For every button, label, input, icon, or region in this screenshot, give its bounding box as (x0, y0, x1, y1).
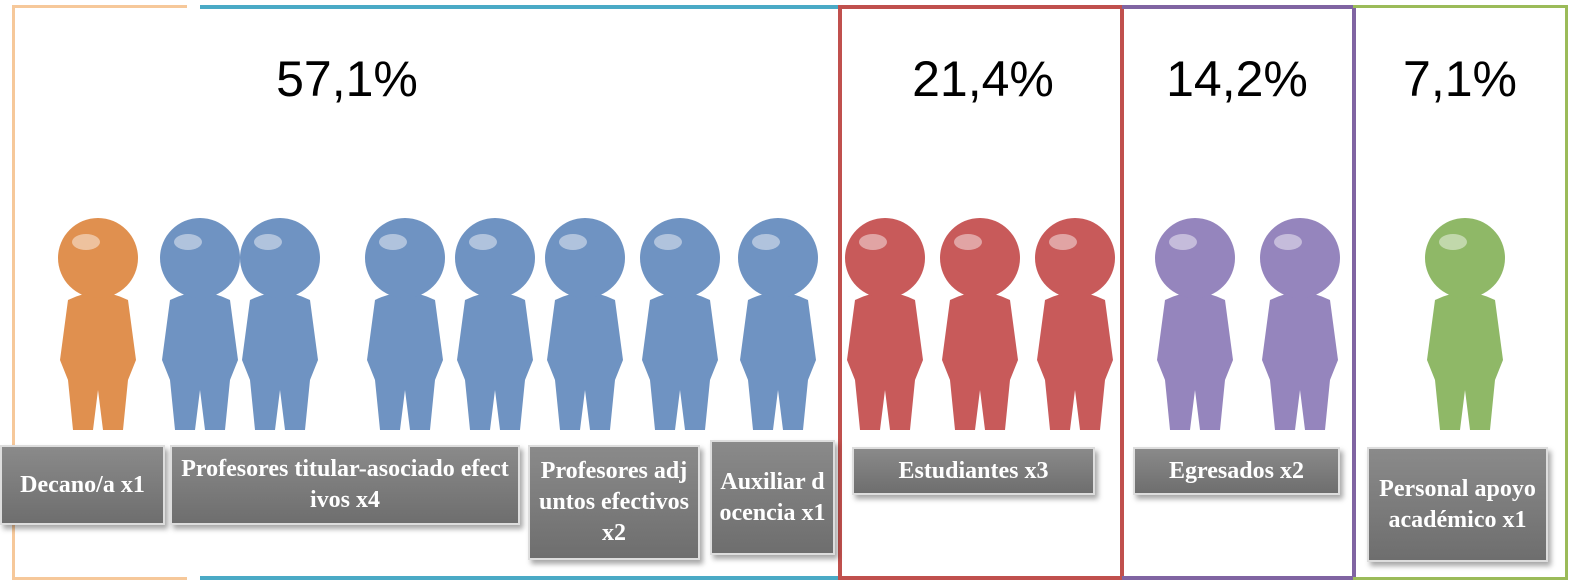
figure-part (547, 293, 623, 431)
label: Auxiliar docencia x1 (710, 440, 835, 555)
figure-part (752, 234, 780, 250)
figure-part (455, 218, 535, 298)
figure-part (940, 218, 1020, 298)
percent: 57,1% (276, 50, 418, 108)
page: 57,1% 21,4% 14,2% 7,1% Decano/a x1 Profe… (0, 0, 1589, 587)
figure-part (654, 234, 682, 250)
label: Egresados x2 (1133, 447, 1340, 495)
figure-part (1155, 218, 1235, 298)
figure-part (1035, 218, 1115, 298)
figure-part (1274, 234, 1302, 250)
figure-part (740, 293, 816, 431)
percent: 7,1% (1403, 50, 1517, 108)
label: Profesores titular-asociado efectivos x4 (170, 445, 520, 525)
figure-part (1169, 234, 1197, 250)
figure-part (72, 234, 100, 250)
label: Personal apoyo académico x1 (1367, 447, 1548, 562)
figure-part (1157, 293, 1233, 431)
figure-part (954, 234, 982, 250)
figure-part (1425, 218, 1505, 298)
figure-part (367, 293, 443, 431)
percent: 14,2% (1166, 50, 1308, 108)
figure-part (469, 234, 497, 250)
figure-part (845, 218, 925, 298)
figure-part (60, 293, 136, 431)
figure-part (1049, 234, 1077, 250)
figure-part (58, 218, 138, 298)
figure-part (242, 293, 318, 431)
figure-part (1439, 234, 1467, 250)
figure-part (457, 293, 533, 431)
figure-part (545, 218, 625, 298)
figure-part (254, 234, 282, 250)
figure-part (1260, 218, 1340, 298)
figure-part (174, 234, 202, 250)
figure-part (847, 293, 923, 431)
figure-part (379, 234, 407, 250)
figure-part (240, 218, 320, 298)
figure-part (942, 293, 1018, 431)
figure-part (160, 218, 240, 298)
figure-part (1262, 293, 1338, 431)
figure-part (642, 293, 718, 431)
percent: 21,4% (912, 50, 1054, 108)
figure-part (640, 218, 720, 298)
figure-part (738, 218, 818, 298)
label: Profesores adjuntos efectivos x2 (528, 445, 700, 560)
label: Decano/a x1 (0, 445, 165, 525)
figure-part (859, 234, 887, 250)
figure-part (559, 234, 587, 250)
figure-part (1037, 293, 1113, 431)
figure-part (365, 218, 445, 298)
figure-part (1427, 293, 1503, 431)
figure-part (162, 293, 238, 431)
label: Estudiantes x3 (852, 447, 1095, 495)
